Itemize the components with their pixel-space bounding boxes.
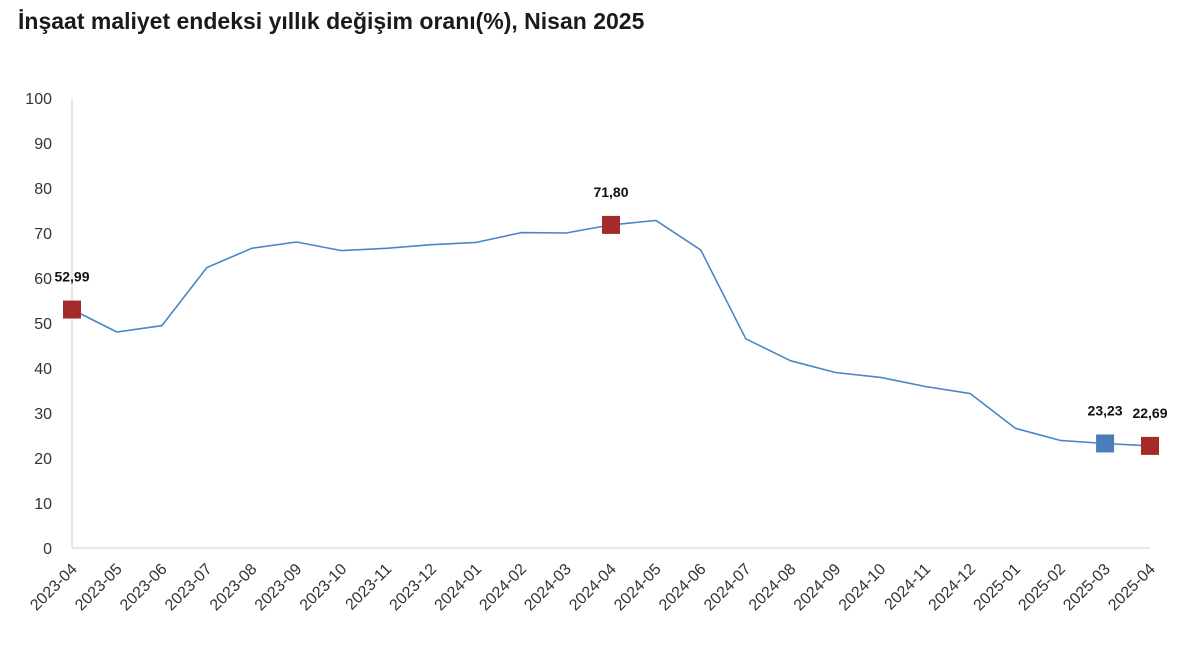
y-tick-label: 20 (34, 451, 52, 468)
x-tick-label: 2024-02 (476, 561, 530, 615)
series-line (71, 219, 1151, 447)
data-label: 71,80 (593, 184, 628, 200)
x-tick-label: 2025-01 (971, 561, 1025, 615)
x-tick-label: 2023-07 (162, 561, 216, 615)
chart-title: İnşaat maliyet endeksi yıllık değişim or… (18, 8, 645, 34)
x-tick-label: 2024-05 (611, 561, 665, 615)
y-tick-label: 100 (25, 91, 52, 108)
x-tick-label: 2024-12 (926, 561, 980, 615)
x-tick-label: 2024-01 (432, 561, 486, 615)
data-label: 23,23 (1088, 402, 1123, 418)
y-tick-label: 90 (34, 136, 52, 153)
x-tick-label: 2023-10 (297, 561, 351, 615)
x-tick-label: 2024-09 (791, 561, 845, 615)
y-tick-label: 60 (34, 271, 52, 288)
x-tick-label: 2023-06 (117, 561, 171, 615)
x-tick-label: 2024-04 (566, 561, 620, 615)
highlight-marker (1096, 434, 1115, 453)
x-tick-label: 2025-04 (1105, 561, 1159, 615)
x-tick-label: 2023-09 (252, 561, 306, 615)
y-tick-label: 50 (34, 316, 52, 333)
y-tick-label: 10 (34, 496, 52, 513)
x-tick-label: 2024-08 (746, 561, 800, 615)
y-tick-label: 30 (34, 406, 52, 423)
x-tick-label: 2024-06 (656, 561, 710, 615)
x-tick-label: 2023-08 (207, 561, 261, 615)
x-tick-label: 2024-10 (836, 561, 890, 615)
x-tick-label: 2024-11 (882, 561, 935, 614)
highlight-marker (63, 300, 81, 319)
y-tick-label: 40 (34, 361, 52, 378)
x-tick-label: 2024-03 (521, 561, 575, 615)
data-label: 22,69 (1132, 405, 1167, 421)
x-tick-label: 2023-05 (72, 561, 126, 615)
y-tick-label: 70 (34, 226, 52, 243)
highlight-marker (602, 215, 620, 234)
x-tick-label: 2023-12 (387, 561, 441, 615)
x-tick-label: 2024-07 (701, 561, 755, 615)
highlight-marker (1141, 436, 1159, 455)
y-tick-label: 80 (34, 181, 52, 198)
x-tick-label: 2025-02 (1015, 561, 1069, 615)
y-tick-label: 0 (43, 541, 52, 558)
x-tick-label: 2023-11 (343, 561, 396, 614)
x-tick-label: 2025-03 (1060, 561, 1114, 615)
data-label: 52,99 (54, 269, 89, 285)
x-tick-label: 2023-04 (27, 561, 81, 615)
